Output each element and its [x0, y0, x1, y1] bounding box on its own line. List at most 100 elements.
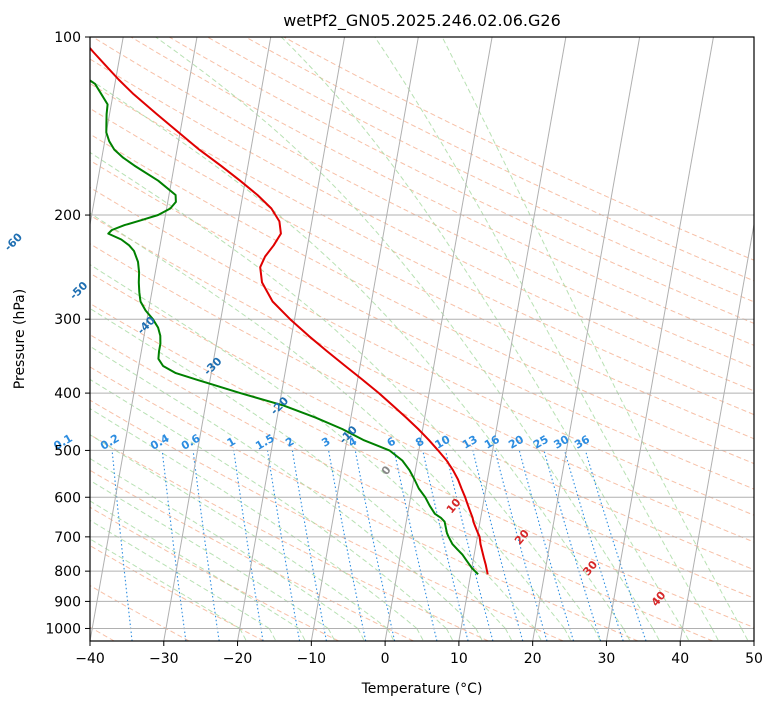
axis-layer: −40 −30 −20 −10 0 10 20 30 40 5010020030040050060… — [45, 30, 763, 667]
x-axis-label: Temperature (°C) — [361, 681, 483, 697]
mixing-ratio-label: 25 — [531, 433, 551, 452]
x-tick-label: 30 — [598, 651, 616, 667]
mixing-ratio-line — [111, 450, 133, 641]
moist-adiabat-line — [90, 408, 418, 629]
y-tick-label: 900 — [54, 594, 81, 610]
mixing-ratio-label: 3 — [319, 435, 332, 450]
moist-adiabat-line — [90, 538, 241, 629]
isotherm-gridline — [384, 37, 493, 641]
dry-adiabat-line — [282, 37, 754, 261]
dry-adiabat-line — [206, 37, 754, 303]
moist-adiabat-line — [90, 212, 565, 629]
dewpoint-profile-line — [90, 79, 479, 576]
moist-adiabat-line — [90, 479, 329, 629]
mixing-ratio-label: 1.5 — [253, 432, 276, 453]
mixing-ratio-line — [393, 450, 438, 641]
moist-adiabat-line — [90, 345, 477, 629]
mixing-ratio-label: 0.4 — [148, 432, 172, 453]
isotherm-gridline — [310, 37, 419, 641]
mixing-ratio-label: 16 — [482, 433, 502, 452]
moist-adiabat-line — [534, 628, 542, 641]
dry-adiabat-line — [91, 37, 754, 369]
mixing-ratio-line — [518, 450, 575, 641]
x-tick-label: 20 — [524, 651, 542, 667]
dry-adiabat-line — [130, 37, 754, 346]
mixing-ratio-line — [543, 450, 602, 641]
moist-adiabat-line — [280, 37, 683, 629]
moist-adiabat-line — [445, 628, 454, 641]
grid-layer — [90, 37, 754, 641]
y-tick-label: 1000 — [45, 621, 81, 637]
mixing-ratio-label: 8 — [413, 435, 426, 450]
y-tick-label: 300 — [54, 312, 81, 328]
x-tick-label: −10 — [297, 651, 327, 667]
moist-adiabat-label: 0 — [379, 463, 394, 477]
y-tick-label: 100 — [54, 30, 81, 46]
moist-adiabat-line — [327, 628, 336, 641]
dry-adiabat-line — [90, 434, 489, 641]
moist-adiabat-line — [90, 151, 595, 629]
isopleth-label-layer: -100-90-80-70-60-50-40-30-20-100.10.20.4… — [2, 230, 669, 609]
dry-adiabat-line — [90, 302, 754, 629]
mixing-ratio-line — [233, 450, 264, 641]
moist-adiabat-line — [504, 628, 513, 641]
mixing-ratio-line — [354, 450, 396, 641]
mixing-ratio-line — [422, 450, 469, 641]
mixing-ratio-label: 6 — [385, 434, 398, 449]
y-tick-label: 700 — [54, 530, 81, 546]
x-tick-label: 10 — [450, 651, 468, 667]
mixing-ratio-line — [494, 450, 548, 641]
mixing-ratio-line — [291, 450, 327, 641]
moist-adiabat-line — [357, 628, 365, 641]
dry-adiabat-line — [90, 506, 339, 641]
mixing-ratio-label: 0.6 — [179, 432, 203, 453]
dry-adiabat-line — [90, 334, 713, 641]
series-layer — [90, 46, 489, 576]
moist-adiabat-line — [622, 628, 631, 641]
chart-title: wetPf2_GN05.2025.246.02.06.G26 — [283, 11, 561, 31]
mixing-ratio-label: 0.2 — [98, 432, 121, 453]
dry-adiabat-line — [90, 399, 564, 641]
moist-adiabat-line — [711, 628, 720, 641]
isotherm-label: -30 — [201, 355, 224, 378]
moist-adiabat-line — [681, 628, 690, 641]
dry-adiabat-line — [90, 366, 639, 641]
dry-adiabat-line — [244, 37, 754, 282]
isotherm-gridline — [237, 37, 346, 641]
moist-adiabat-line — [90, 307, 506, 629]
moist-adiabat-line — [90, 519, 270, 629]
temperature-profile-line — [90, 46, 489, 575]
moist-adiabat-line — [741, 628, 749, 641]
x-tick-label: 40 — [671, 651, 689, 667]
dry-adiabat-line — [90, 186, 754, 516]
dry-adiabat-line — [90, 133, 754, 465]
x-tick-label: 0 — [381, 651, 390, 667]
dry-adiabat-line — [90, 214, 754, 543]
mixing-ratio-label: 1 — [225, 435, 238, 450]
isotherm-gridline — [532, 37, 641, 641]
mixing-ratio-line — [266, 450, 301, 641]
moist-adiabat-line — [268, 628, 277, 641]
mixing-ratio-line — [161, 450, 187, 641]
isotherm-gridline — [163, 37, 272, 641]
moist-adiabat-line — [563, 628, 572, 641]
moist-adiabat-line — [90, 79, 624, 629]
x-tick-label: −30 — [149, 651, 179, 667]
moist-adiabat-line — [154, 37, 654, 629]
moist-adiabat-line — [593, 628, 601, 641]
moist-adiabat-line — [386, 628, 395, 641]
y-tick-label: 400 — [54, 386, 81, 402]
y-axis-label: Pressure (hPa) — [12, 289, 28, 389]
x-tick-label: −40 — [75, 651, 105, 667]
mixing-ratio-label: 30 — [551, 433, 571, 452]
isotherm-gridline — [753, 638, 754, 641]
moist-adiabat-line — [652, 628, 661, 641]
moist-adiabat-line — [416, 628, 424, 641]
y-tick-label: 800 — [54, 564, 81, 580]
mixing-ratio-line — [564, 450, 624, 641]
mixing-ratio-line — [472, 450, 524, 641]
y-tick-label: 200 — [54, 208, 81, 224]
dry-adiabat-line — [90, 469, 414, 641]
isotherm-label: -50 — [67, 279, 90, 302]
